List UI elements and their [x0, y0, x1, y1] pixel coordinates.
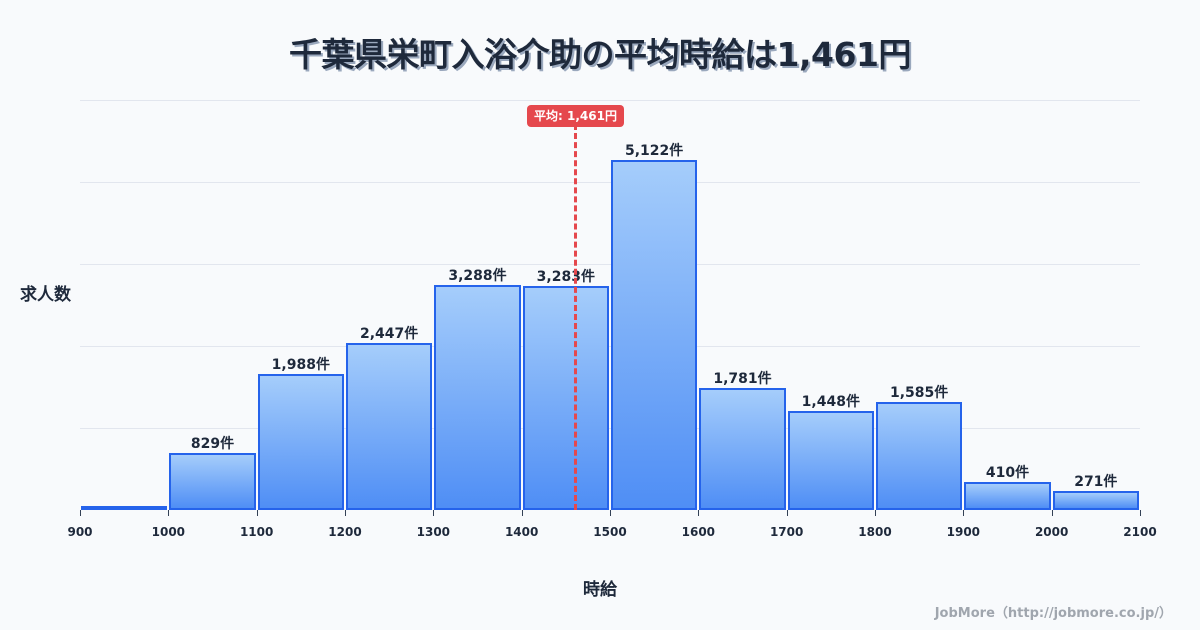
x-tick-label: 1800: [858, 525, 892, 539]
gridline: [80, 264, 1140, 265]
x-tick: [698, 510, 700, 516]
x-tick-label: 1600: [681, 525, 716, 539]
x-tick: [786, 510, 788, 516]
histogram-bar: [346, 342, 433, 510]
histogram-bar: [964, 481, 1051, 510]
x-tick-label: 1500: [593, 525, 627, 539]
x-tick-label: 1100: [239, 525, 274, 539]
gridline: [80, 428, 1140, 429]
gridline: [80, 182, 1140, 183]
x-tick-label: 2000: [1034, 525, 1069, 539]
histogram-bar: [876, 401, 963, 510]
mean-badge: 平均: 1,461円: [527, 105, 624, 127]
bar-value-label: 410件: [985, 464, 1030, 481]
x-tick-label: 1300: [416, 525, 451, 539]
histogram-bar: [787, 411, 874, 510]
source-credit: JobMore（http://jobmore.co.jp/）: [934, 606, 1172, 621]
y-axis-label: 求人数: [20, 285, 71, 305]
bar-value-label: 2,447件: [360, 325, 419, 342]
bar-value-label: 1,781件: [713, 371, 772, 388]
bar-value-label: 3,288件: [448, 268, 507, 285]
histogram-bar: [81, 506, 168, 510]
x-axis-label: 時給: [583, 580, 617, 600]
x-tick-label: 900: [67, 525, 93, 539]
x-tick: [433, 510, 435, 516]
plot-area: 829件 1,988件 2,447件 3,288件 3,283件 5,122件 1,781件…: [67, 100, 1157, 539]
x-tick: [1140, 510, 1141, 516]
histogram-bar: [257, 374, 344, 510]
x-tick: [963, 510, 965, 516]
bar-value-label: 5,122件: [625, 142, 684, 159]
bar-value-label: 1,585件: [890, 384, 949, 401]
x-tick: [256, 510, 258, 516]
bar-value-label: 271件: [1074, 474, 1118, 491]
x-tick-label: 1700: [769, 525, 804, 539]
bar-value-label: 3,283件: [536, 268, 595, 285]
bar-value-label: 829件: [190, 436, 235, 453]
x-tick-label: 1200: [328, 525, 362, 539]
x-tick-label: 1000: [151, 525, 186, 539]
histogram-bar: [169, 453, 256, 510]
chart-title: 千葉県栄町入浴介助の平均時給は1,461円: [289, 35, 911, 74]
gridline: [80, 100, 1140, 101]
mean-line: [574, 124, 578, 510]
x-tick-label: 1900: [946, 525, 981, 539]
x-tick: [521, 510, 523, 516]
bar-value-label: 1,448件: [801, 394, 860, 411]
histogram-bar: [1052, 491, 1139, 510]
histogram-bar: [522, 285, 609, 510]
x-tick: [1051, 510, 1053, 516]
histogram-bar: [699, 388, 786, 510]
bar-value-label: 1,988件: [271, 357, 330, 374]
x-tick: [168, 510, 170, 516]
x-tick-label: 1400: [504, 525, 539, 539]
histogram-bar: [611, 160, 698, 510]
x-tick-label: 2100: [1123, 525, 1157, 539]
x-tick: [345, 510, 346, 516]
histogram-bar: [434, 285, 521, 510]
gridline: [80, 346, 1140, 347]
x-tick: [875, 510, 876, 516]
x-tick: [80, 510, 81, 516]
x-tick: [610, 510, 611, 516]
